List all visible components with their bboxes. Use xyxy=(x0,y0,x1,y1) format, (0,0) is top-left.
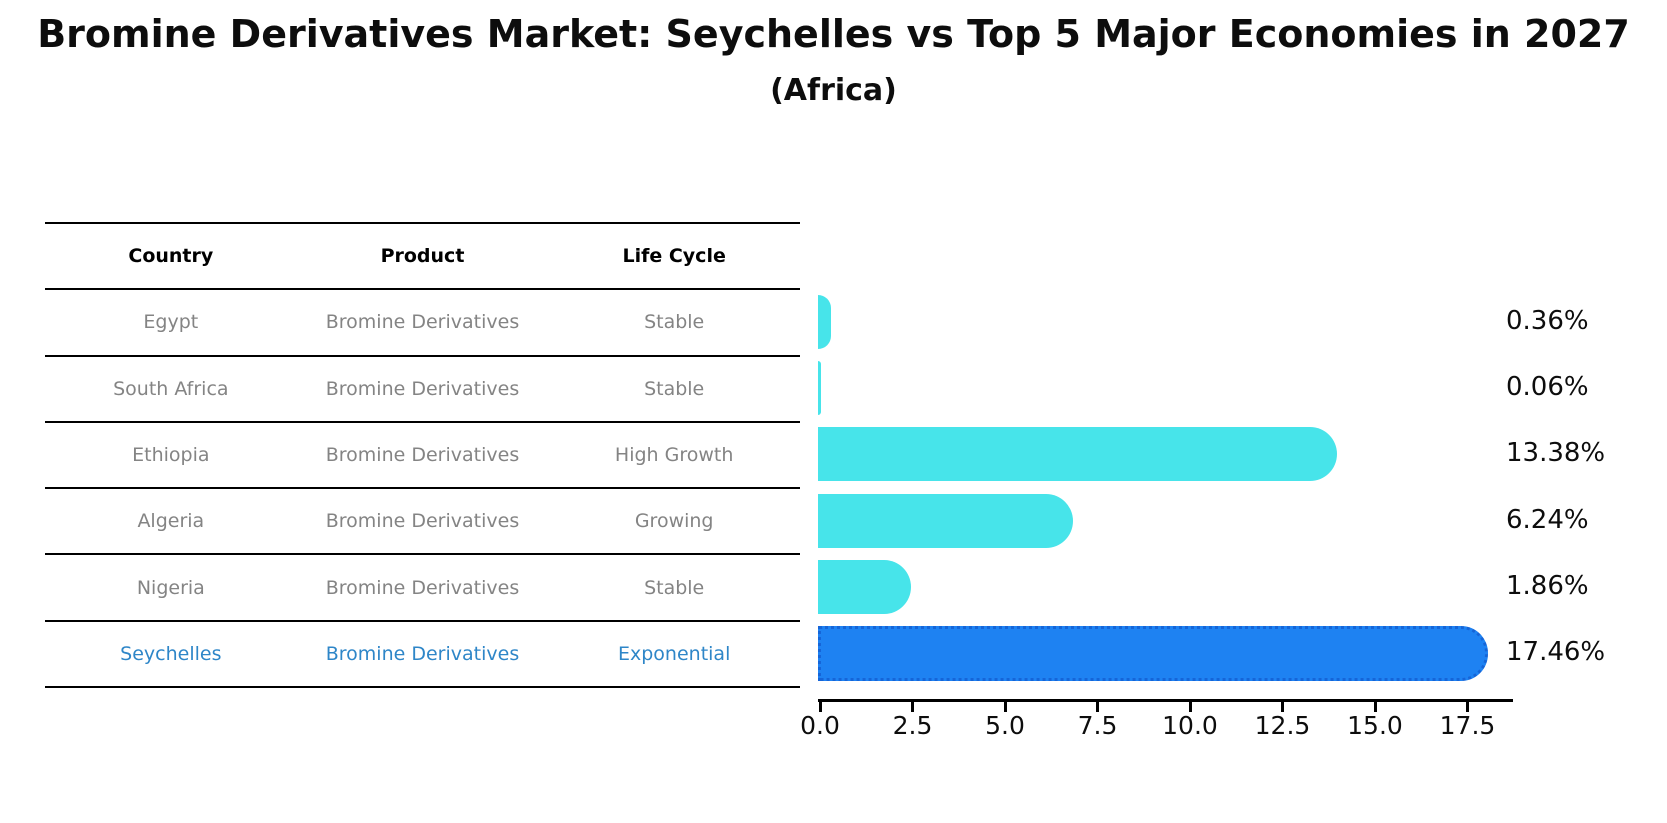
cell-life-cycle: High Growth xyxy=(614,443,734,466)
x-tick-mark xyxy=(911,702,914,712)
cell-country: Algeria xyxy=(137,510,205,533)
cell-country: Ethiopia xyxy=(132,443,210,466)
cell-product: Bromine Derivatives xyxy=(325,510,520,533)
x-tick-mark xyxy=(1188,702,1192,712)
cell-life-cycle: Stable xyxy=(644,377,705,400)
table-row: Algeria Bromine Derivatives Growing xyxy=(45,489,800,556)
cell-life-cycle: Growing xyxy=(634,510,714,533)
cell-country: Egypt xyxy=(143,311,199,334)
table-header-row: Country Product Life Cycle xyxy=(45,224,800,291)
cell-life-cycle: Stable xyxy=(644,576,705,599)
bar-nigeria xyxy=(818,559,911,614)
bar-egypt xyxy=(818,295,831,349)
header-cell-life-cycle: Life Cycle xyxy=(622,245,726,268)
value-label: 0.06% xyxy=(1506,372,1589,403)
country-table: Country Product Life Cycle Egypt Bromine Der… xyxy=(45,222,800,688)
bar-seychelles xyxy=(818,625,1488,681)
table-row: Nigeria Bromine Derivatives Stable xyxy=(45,555,800,622)
table-row: South Africa Bromine Derivatives Stable xyxy=(45,357,800,423)
cell-country: Nigeria xyxy=(136,576,205,599)
cell-product: Bromine Derivatives xyxy=(325,576,520,599)
bar-ethiopia xyxy=(818,427,1337,482)
x-axis-line xyxy=(818,699,1513,702)
table-row: Ethiopia Bromine Derivatives High Growth xyxy=(45,423,800,490)
x-tick-mark xyxy=(1373,702,1377,712)
x-tick-label: 0.0 xyxy=(800,711,840,740)
x-tick-label: 15.0 xyxy=(1347,711,1403,740)
x-tick-label: 17.5 xyxy=(1439,711,1496,740)
x-tick-mark xyxy=(1466,702,1469,712)
value-label: 6.24% xyxy=(1506,504,1589,535)
x-tick-mark xyxy=(1281,702,1284,712)
header-cell-country: Country xyxy=(128,245,214,268)
x-tick-mark xyxy=(1096,702,1099,712)
x-tick-mark xyxy=(1003,702,1007,712)
cell-product: Bromine Derivatives xyxy=(325,311,520,334)
header-cell-product: Product xyxy=(380,245,465,268)
x-tick-label: 10.0 xyxy=(1162,711,1218,740)
cell-product: Bromine Derivatives xyxy=(325,443,520,466)
cell-life-cycle: Exponential xyxy=(617,642,731,665)
x-tick-label: 12.5 xyxy=(1254,711,1311,740)
cell-life-cycle: Stable xyxy=(644,311,705,334)
x-tick-label: 7.5 xyxy=(1077,711,1118,740)
cell-product: Bromine Derivatives xyxy=(325,642,520,665)
x-tick-label: 5.0 xyxy=(985,711,1025,740)
table-row: Egypt Bromine Derivatives Stable xyxy=(45,290,800,357)
chart-title: Bromine Derivatives Market: Seychelles v… xyxy=(37,12,1630,56)
table-row: Seychelles Bromine Derivatives Exponential xyxy=(45,622,800,688)
cell-country: South Africa xyxy=(113,377,229,400)
cell-country: Seychelles xyxy=(120,642,222,665)
value-label: 0.36% xyxy=(1506,306,1589,336)
cell-product: Bromine Derivatives xyxy=(325,377,520,400)
x-tick-mark xyxy=(818,702,822,712)
value-label: 17.46% xyxy=(1506,637,1606,667)
bar-algeria xyxy=(818,493,1073,548)
chart-subtitle: (Africa) xyxy=(770,73,897,108)
x-tick-label: 2.5 xyxy=(892,711,933,740)
value-label: 1.86% xyxy=(1506,570,1589,601)
bar-south-africa xyxy=(818,361,821,416)
value-label: 13.38% xyxy=(1506,438,1606,469)
